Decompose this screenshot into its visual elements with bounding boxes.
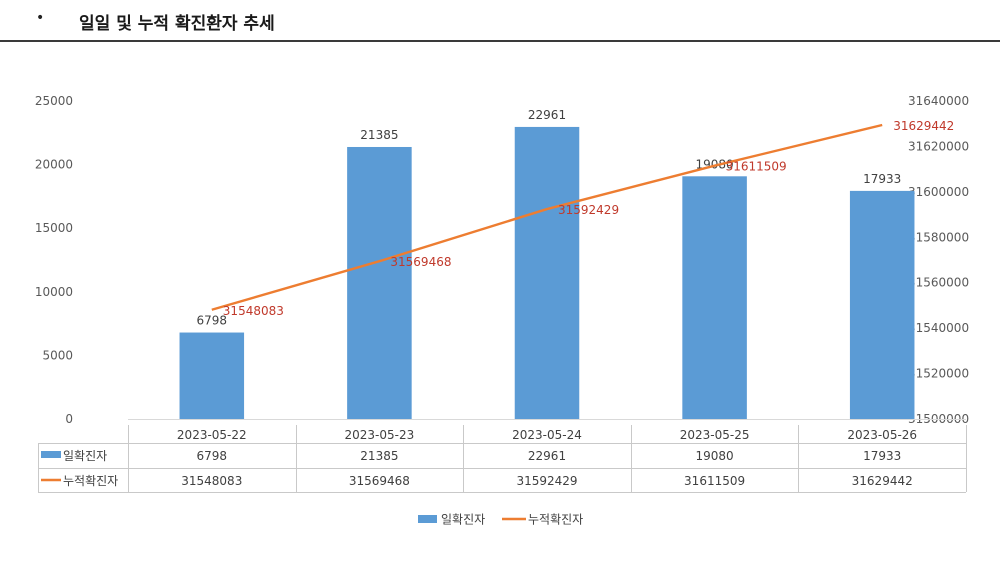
- category-label: 2023-05-24: [512, 428, 582, 442]
- y-left-tick-label: 20000: [35, 158, 73, 172]
- y-right-tick-label: 31580000: [908, 230, 969, 244]
- y-right-tick-label: 31640000: [908, 94, 969, 108]
- y-right-tick-label: 31620000: [908, 139, 969, 153]
- category-label: 2023-05-23: [345, 428, 415, 442]
- category-label: 2023-05-22: [177, 428, 247, 442]
- legend-swatch-bar: [418, 515, 437, 523]
- bar-data-label: 6798: [197, 314, 228, 328]
- table-legend-swatch-bar: [41, 451, 61, 458]
- bar-data-label: 17933: [863, 172, 901, 186]
- bar-data-label: 22961: [528, 108, 566, 122]
- table-cell-value: 31592429: [516, 474, 577, 488]
- table-cell-value: 22961: [528, 449, 566, 463]
- y-left-tick-label: 15000: [35, 221, 73, 235]
- legend-label: 일확진자: [441, 513, 485, 527]
- line-data-label: 31629442: [893, 119, 954, 133]
- table-cell-value: 6798: [197, 449, 228, 463]
- category-label: 2023-05-26: [847, 428, 917, 442]
- table-cell-value: 31629442: [852, 474, 913, 488]
- table-cell-value: 21385: [360, 449, 398, 463]
- bar: [682, 176, 747, 419]
- y-right-tick-label: 31540000: [908, 321, 969, 335]
- table-cell-value: 31569468: [349, 474, 410, 488]
- legend-label: 누적확진자: [528, 513, 583, 527]
- y-right-tick-label: 31600000: [908, 185, 969, 199]
- y-right-tick-label: 31520000: [908, 367, 969, 381]
- table-cell-value: 31611509: [684, 474, 745, 488]
- line-data-label: 31611509: [726, 160, 787, 174]
- bar: [514, 126, 580, 419]
- slide-title: 일일 및 누적 확진환자 추세: [79, 14, 275, 34]
- line-data-label: 31592429: [558, 203, 619, 217]
- header-divider: [0, 40, 1000, 42]
- bar: [179, 332, 245, 419]
- y-left-tick-label: 25000: [35, 94, 73, 108]
- bar: [347, 146, 412, 420]
- line-data-label: 31548083: [223, 304, 284, 318]
- y-left-tick-label: 5000: [42, 348, 73, 362]
- table-cell-value: 31548083: [181, 474, 242, 488]
- table-cell-value: 19080: [696, 449, 734, 463]
- bar: [849, 190, 915, 419]
- y-left-tick-label: 0: [65, 412, 73, 426]
- line-data-label: 31569468: [390, 255, 451, 269]
- category-label: 2023-05-25: [680, 428, 750, 442]
- slide-header: • 일일 및 누적 확진환자 추세: [0, 0, 1000, 42]
- table-series-name: 누적확진자: [63, 474, 118, 488]
- table-series-name: 일확진자: [63, 449, 107, 463]
- bullet-marker: •: [36, 10, 45, 26]
- table-cell-value: 17933: [863, 449, 901, 463]
- y-right-tick-label: 31560000: [908, 276, 969, 290]
- y-left-tick-label: 10000: [35, 285, 73, 299]
- bar-data-label: 21385: [360, 128, 398, 142]
